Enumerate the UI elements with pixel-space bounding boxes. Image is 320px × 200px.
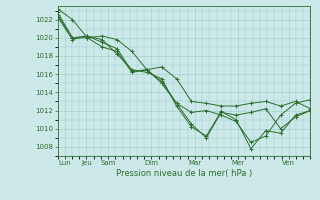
X-axis label: Pression niveau de la mer( hPa ): Pression niveau de la mer( hPa ): [116, 169, 252, 178]
